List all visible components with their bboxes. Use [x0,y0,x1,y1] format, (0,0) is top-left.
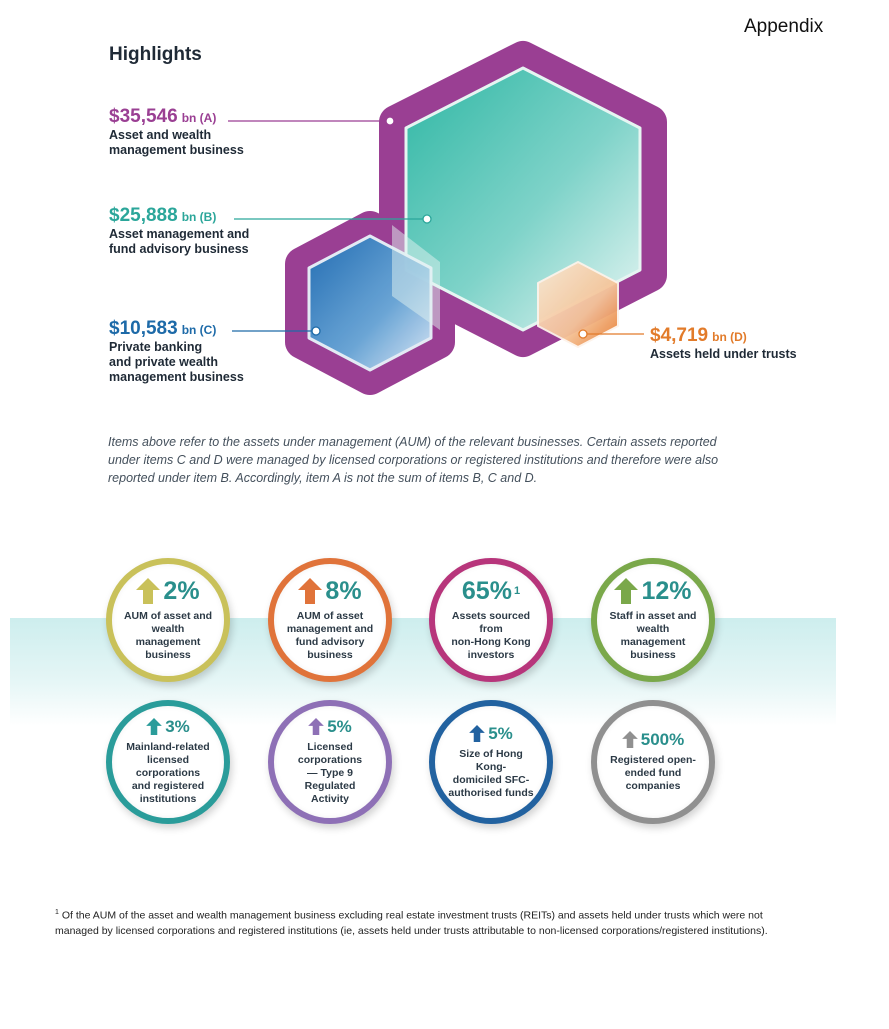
highlight-d-label: Assets held under trusts [650,347,797,361]
up-arrow-icon [308,718,325,735]
metric-circle: 5% Licensed corporations — Type 9 Regulat… [268,700,392,824]
metric-percent: 2% [163,576,200,605]
section-label: Appendix [744,16,824,37]
up-arrow-icon [298,578,323,604]
metric-label: Licensed corporations — Type 9 Regulated… [297,741,363,805]
highlight-d: $4,719 bn (D) Assets held under trusts [650,325,797,361]
aum-note: Items above refer to the assets under ma… [108,435,719,485]
up-arrow-icon [146,718,163,735]
hex-d [537,261,619,348]
metric-value: 3% [146,718,190,735]
metric-label: Registered open- ended fund companies [610,754,696,792]
footnote-text: Of the AUM of the asset and wealth manag… [55,909,768,937]
metric-value: 5% [469,723,513,743]
up-arrow-icon [614,578,639,604]
metric-label: AUM of asset management and fund advisor… [286,610,374,661]
page-title: Highlights [109,44,202,65]
metric-percent: 12% [641,576,692,605]
up-arrow-icon [621,731,638,748]
highlight-b-label: Asset management and fund advisory busin… [109,227,250,256]
metric-percent: 65% [461,576,512,605]
up-arrow-icon [469,724,486,742]
metric-circle: 65% 1 Assets sourced from non-Hong Kong in… [429,558,553,682]
metric-value: 8% [298,576,362,605]
metric-label: Assets sourced from non-Hong Kong invest… [451,609,531,661]
highlight-a: $35,546 bn (A) Asset and wealth managemen… [109,106,244,157]
metric-value: 65% 1 [461,576,521,605]
metric-circle: 5% Size of Hong Kong- domiciled SFC- auth… [429,700,553,824]
metric-circle: 8% AUM of asset management and fund advis… [268,558,392,682]
metric-percent: 5% [488,723,513,743]
metric-label: Size of Hong Kong- domiciled SFC- author… [448,747,534,799]
highlight-c-label: Private banking and private wealth manag… [109,340,244,384]
metric-percent: 8% [325,576,362,605]
hexagon-graphic [228,41,667,395]
highlight-a-label: Asset and wealth management business [109,128,244,157]
metric-label: Mainland-related licensed corporations a… [126,741,210,805]
highlight-b: $25,888 bn (B) Asset management and fund … [109,205,250,256]
metric-value: 2% [136,576,200,605]
highlight-c: $10,583 bn (C) Private banking and privat… [109,318,244,384]
up-arrow-icon [136,578,161,604]
metric-percent: 500% [640,730,685,749]
metric-footnote-marker: 1 [513,584,521,597]
footnote-marker: 1 [55,909,59,916]
metric-percent: 5% [327,717,352,736]
metric-value: 12% [614,576,692,605]
metric-value: 500% [621,730,685,749]
metric-circle: 2% AUM of asset and wealth management bus… [106,558,230,682]
metric-label: Staff in asset and wealth management bus… [609,610,697,661]
metric-circle: 500% Registered open- ended fund companie… [591,700,715,824]
metric-label: AUM of asset and wealth management busin… [123,610,213,661]
metric-circle: 12% Staff in asset and wealth management … [591,558,715,682]
metric-percent: 3% [165,717,190,736]
footnote: 1 Of the AUM of the asset and wealth man… [55,905,785,939]
metric-value: 5% [308,718,352,735]
metric-circle: 3% Mainland-related licensed corporations… [106,700,230,824]
